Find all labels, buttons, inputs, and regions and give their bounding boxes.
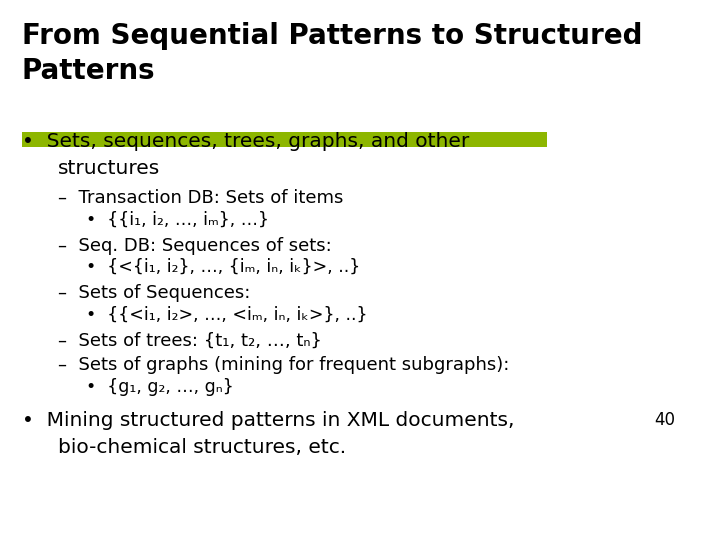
Text: From Sequential Patterns to Structured: From Sequential Patterns to Structured — [22, 22, 642, 50]
Text: Patterns: Patterns — [22, 57, 156, 85]
Text: •  {<{i₁, i₂}, …, {iₘ, iₙ, iₖ}>, ..}: • {<{i₁, i₂}, …, {iₘ, iₙ, iₖ}>, ..} — [86, 258, 361, 276]
Text: •  {{i₁, i₂, …, iₘ}, …}: • {{i₁, i₂, …, iₘ}, …} — [86, 211, 269, 228]
Text: •  Sets, sequences, trees, graphs, and other: • Sets, sequences, trees, graphs, and ot… — [22, 132, 469, 151]
Text: –  Sets of graphs (mining for frequent subgraphs):: – Sets of graphs (mining for frequent su… — [58, 356, 509, 374]
Text: –  Sets of trees: {t₁, t₂, …, tₙ}: – Sets of trees: {t₁, t₂, …, tₙ} — [58, 332, 321, 349]
Text: –  Sets of Sequences:: – Sets of Sequences: — [58, 284, 250, 302]
Text: •  {g₁, g₂, …, gₙ}: • {g₁, g₂, …, gₙ} — [86, 378, 234, 396]
Text: •  {{<i₁, i₂>, …, <iₘ, iₙ, iₖ>}, ..}: • {{<i₁, i₂>, …, <iₘ, iₙ, iₖ>}, ..} — [86, 306, 368, 323]
Bar — [22, 132, 547, 147]
Text: bio-chemical structures, etc.: bio-chemical structures, etc. — [58, 438, 346, 457]
Text: structures: structures — [58, 159, 160, 178]
Text: –  Seq. DB: Sequences of sets:: – Seq. DB: Sequences of sets: — [58, 237, 331, 254]
Text: 40: 40 — [654, 411, 675, 429]
Text: •  Mining structured patterns in XML documents,: • Mining structured patterns in XML docu… — [22, 411, 514, 430]
Text: –  Transaction DB: Sets of items: – Transaction DB: Sets of items — [58, 189, 343, 207]
